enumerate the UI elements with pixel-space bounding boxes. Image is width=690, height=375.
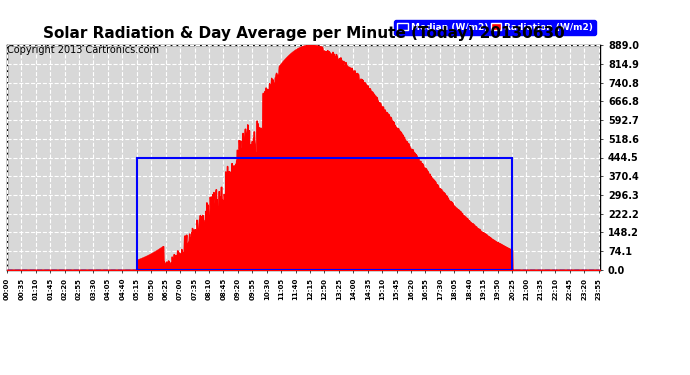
Legend: Median (W/m2), Radiation (W/m2): Median (W/m2), Radiation (W/m2) bbox=[394, 20, 595, 34]
Text: Copyright 2013 Cartronics.com: Copyright 2013 Cartronics.com bbox=[7, 45, 159, 55]
Text: Solar Radiation & Day Average per Minute (Today) 20130630: Solar Radiation & Day Average per Minute… bbox=[43, 26, 564, 41]
Bar bbox=[137, 158, 512, 270]
